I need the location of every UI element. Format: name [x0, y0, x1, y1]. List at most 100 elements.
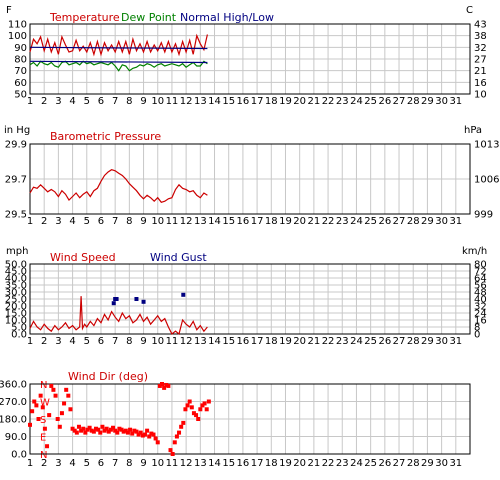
x-tick-label: 3	[55, 336, 61, 347]
y-tick-label: 60	[14, 78, 27, 89]
plot-border	[29, 143, 471, 215]
x-tick-label: 23	[336, 96, 349, 107]
chart-title-wind-dir: Wind Dir (deg)	[68, 370, 148, 383]
x-tick-label: 29	[421, 216, 434, 227]
x-tick-label: 24	[350, 458, 363, 469]
data-point	[106, 429, 111, 434]
x-tick-label: 5	[84, 96, 90, 107]
x-tick-label: 4	[69, 336, 75, 347]
x-tick-label: 12	[180, 458, 193, 469]
y-tick-label: 29.5	[5, 210, 27, 221]
data-point	[117, 426, 122, 431]
x-tick-label: 1	[27, 336, 33, 347]
data-point	[40, 405, 45, 410]
x-tick-label: 11	[166, 96, 179, 107]
x-tick-label: 21	[308, 96, 321, 107]
x-tick-label: 17	[251, 336, 264, 347]
temperature-chart: F C Temperature Dew Point Normal High/Lo…	[6, 5, 487, 107]
data-point	[45, 444, 50, 449]
data-point	[98, 430, 103, 435]
y-tick-label: 20.0	[5, 302, 27, 313]
x-tick-label: 14	[208, 336, 221, 347]
data-point	[96, 427, 101, 432]
data-point	[85, 427, 90, 432]
x-tick-label: 9	[140, 96, 146, 107]
x-tick-label: 3	[55, 458, 61, 469]
right-unit-label: C	[466, 5, 473, 16]
x-tick-label: 29	[421, 336, 434, 347]
right-unit-label: hPa	[464, 125, 482, 136]
x-tick-label: 16	[237, 216, 250, 227]
y-tick-label: 29.7	[5, 175, 27, 186]
data-point	[134, 429, 139, 434]
data-point	[181, 292, 186, 297]
x-tick-label: 1	[27, 216, 33, 227]
y-tick-label: 30.0	[5, 288, 27, 299]
x-tick-label: 22	[322, 216, 335, 227]
data-point	[170, 452, 175, 456]
series-line	[29, 33, 208, 57]
x-tick-label: 2	[41, 96, 47, 107]
data-point	[134, 297, 139, 301]
y-tick-label: 50.0	[5, 260, 27, 271]
x-tick-label: 7	[112, 336, 118, 347]
y2-tick-label: 21	[474, 66, 487, 77]
data-point	[94, 426, 98, 431]
x-tick-label: 22	[322, 336, 335, 347]
x-tick-label: 20	[293, 336, 306, 347]
x-tick-label: 28	[407, 96, 420, 107]
x-tick-label: 22	[322, 96, 335, 107]
y2-tick-label: 72	[474, 267, 487, 278]
data-point	[194, 413, 199, 418]
x-tick-label: 20	[293, 96, 306, 107]
y2-tick-label: 0	[474, 330, 480, 341]
x-tick-label: 24	[350, 216, 363, 227]
x-tick-label: 27	[393, 216, 406, 227]
data-point	[74, 430, 79, 435]
x-tick-label: 31	[449, 216, 462, 227]
data-point	[42, 426, 47, 431]
data-point	[49, 383, 54, 388]
plot-border	[29, 383, 471, 455]
x-tick-label: 2	[41, 216, 47, 227]
x-tick-label: 30	[435, 458, 448, 469]
x-tick-label: 12	[180, 216, 193, 227]
x-tick-label: 31	[449, 96, 462, 107]
data-point	[160, 382, 164, 386]
data-point	[111, 425, 116, 430]
x-tick-label: 14	[208, 458, 221, 469]
y2-tick-label: 16	[474, 78, 487, 89]
left-unit-label: mph	[6, 246, 28, 257]
data-point	[183, 407, 188, 412]
data-point	[172, 440, 177, 445]
x-tick-label: 1	[27, 96, 33, 107]
y2-tick-label: 32	[474, 43, 487, 54]
x-tick-label: 1	[27, 458, 33, 469]
data-point	[55, 417, 60, 421]
y-tick-label: 90.0	[5, 432, 27, 443]
y2-tick-label: 1013	[474, 140, 499, 151]
data-point	[102, 428, 107, 433]
x-tick-label: 16	[237, 96, 250, 107]
compass-label: N	[40, 380, 47, 391]
data-point	[177, 430, 182, 435]
x-tick-label: 21	[308, 336, 321, 347]
y2-tick-label: 40	[474, 295, 487, 306]
x-tick-label: 20	[293, 458, 306, 469]
x-tick-label: 9	[140, 458, 146, 469]
data-point	[57, 424, 62, 429]
x-tick-label: 19	[279, 458, 292, 469]
x-tick-label: 6	[98, 336, 104, 347]
x-tick-label: 29	[421, 96, 434, 107]
x-tick-label: 23	[336, 216, 349, 227]
data-point	[162, 385, 167, 390]
data-point	[179, 424, 184, 429]
data-point	[108, 427, 113, 432]
x-tick-label: 31	[449, 336, 462, 347]
x-tick-label: 5	[84, 336, 90, 347]
x-tick-label: 4	[69, 216, 75, 227]
x-tick-label: 10	[151, 216, 164, 227]
x-tick-label: 21	[308, 458, 321, 469]
x-tick-label: 23	[336, 336, 349, 347]
